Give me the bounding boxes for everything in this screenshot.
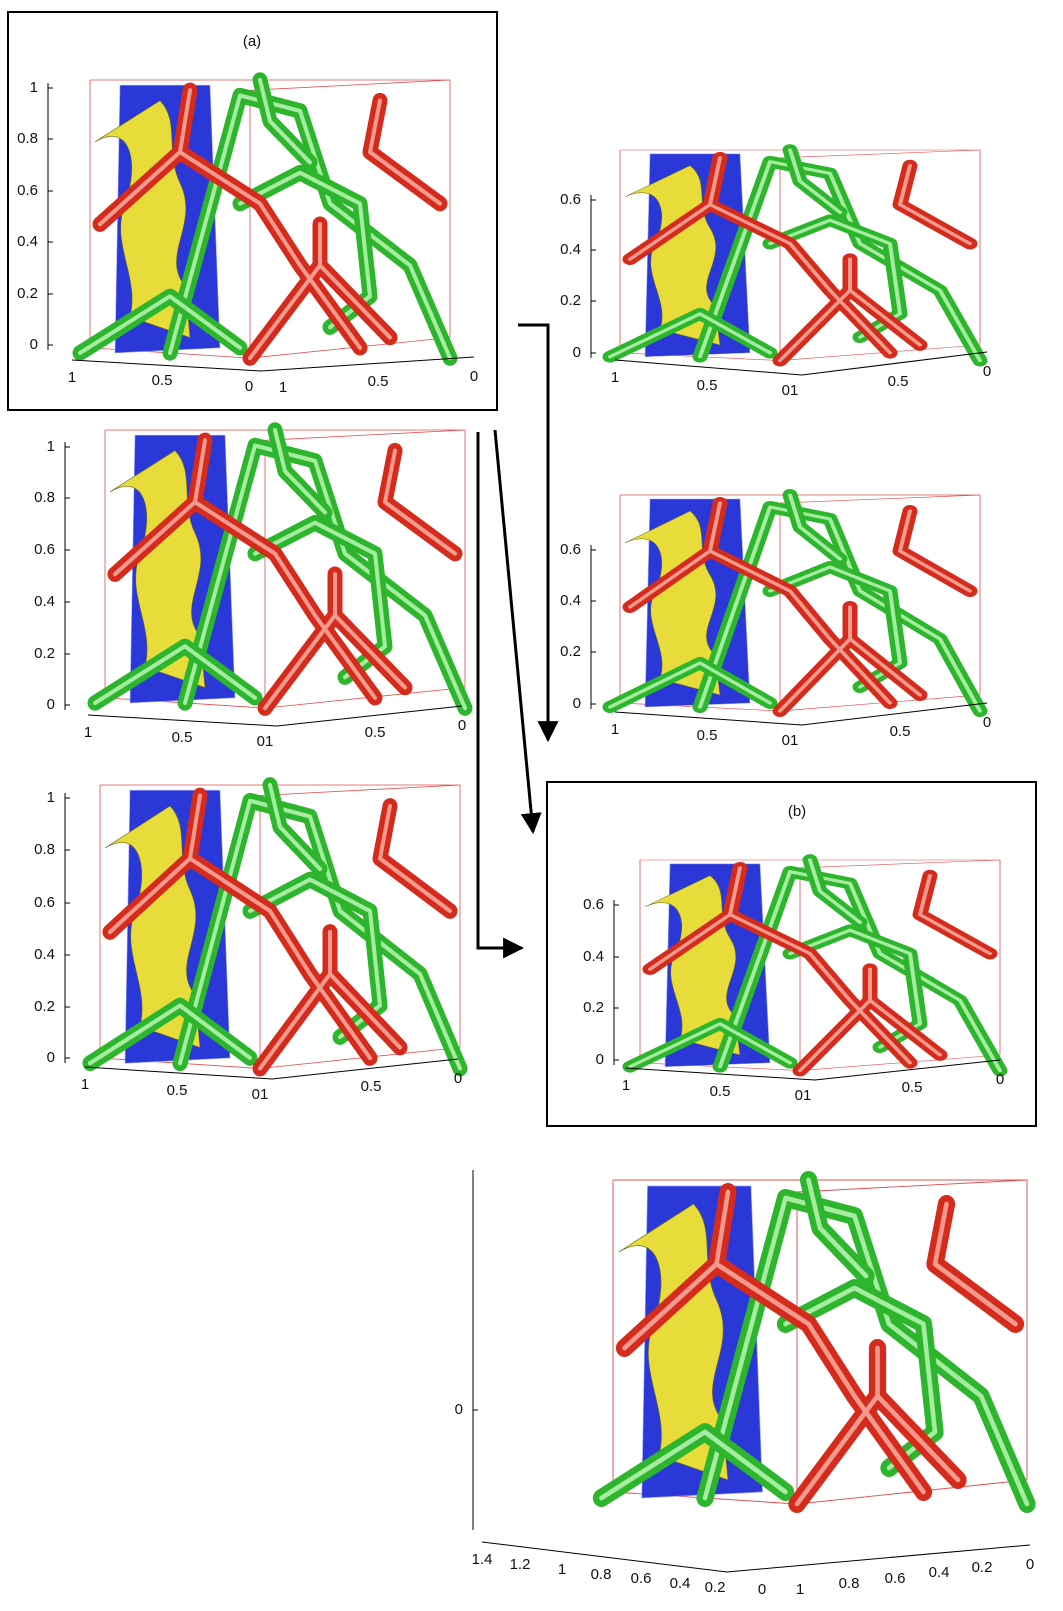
x-tick-label: 0.5 <box>697 377 718 394</box>
x-tick-label: 1 <box>84 724 92 741</box>
z-tick-label: 1 <box>47 438 55 455</box>
x-tick-label: 0.6 <box>885 1570 906 1587</box>
structure-render <box>610 150 980 361</box>
x-tick-label: 0 <box>983 363 991 380</box>
x-tick-label: 0.5 <box>361 1078 382 1095</box>
z-tick-label: 0.8 <box>17 130 38 147</box>
x-tick-label: 0.5 <box>167 1082 188 1099</box>
z-tick-label: 0.4 <box>560 592 581 609</box>
structure-render <box>630 860 1000 1071</box>
z-tick-label: 0.4 <box>34 946 55 963</box>
x-tick-label: 0 <box>996 1071 1004 1088</box>
x-tick-label: 0.4 <box>670 1575 691 1592</box>
x-tick-label: 0.5 <box>697 727 718 744</box>
x-axis <box>84 1058 459 1080</box>
z-tick-label: 0.4 <box>17 233 38 250</box>
z-tick-label: 0.4 <box>560 241 581 258</box>
x-axis <box>625 1059 1001 1081</box>
x-tick-label: 1 <box>68 369 76 386</box>
z-tick-label: 0.6 <box>34 541 55 558</box>
x-tick-label: 1.2 <box>510 1556 531 1573</box>
x-tick-label: 0 <box>983 714 991 731</box>
x-tick-label: 1 <box>611 721 619 738</box>
structure-render <box>90 785 460 1069</box>
z-tick-label: 0.6 <box>34 894 55 911</box>
x-tick-label: 0.5 <box>368 373 389 390</box>
x-tick-label: 0 <box>245 378 253 395</box>
x-tick-label: 0.5 <box>888 373 909 390</box>
x-tick-label: 0.2 <box>972 1559 993 1576</box>
z-tick-label: 0.2 <box>560 643 581 660</box>
arrow <box>476 432 525 959</box>
z-tick-label: 0 <box>47 696 55 713</box>
z-tick-label: 0.2 <box>560 292 581 309</box>
z-tick-label: 0 <box>455 1401 463 1418</box>
x-tick-label: 0 <box>758 1581 766 1598</box>
structure-render <box>602 1180 1028 1504</box>
x-axis <box>71 356 475 372</box>
panel-label: (a) <box>243 33 261 50</box>
structure-render <box>80 80 450 358</box>
x-axis <box>481 1541 1031 1573</box>
z-tick-label: 0.4 <box>34 593 55 610</box>
x-tick-label: 01 <box>795 1087 812 1104</box>
z-tick-label: 0.6 <box>560 541 581 558</box>
z-tick-label: 0.2 <box>34 645 55 662</box>
panel-label: (b) <box>788 803 806 820</box>
z-tick-label: 0.2 <box>34 998 55 1015</box>
x-tick-label: 0.5 <box>902 1079 923 1096</box>
z-tick-label: 0.8 <box>34 841 55 858</box>
x-tick-label: 1 <box>622 1077 630 1094</box>
x-tick-label: 1 <box>279 379 287 396</box>
x-tick-label: 0 <box>458 717 466 734</box>
z-tick-label: 0 <box>573 695 581 712</box>
x-tick-label: 1 <box>611 369 619 386</box>
panel-b-frame <box>546 781 1037 1127</box>
x-tick-label: 1 <box>81 1076 89 1093</box>
x-tick-label: 0.5 <box>152 372 173 389</box>
z-tick-label: 0 <box>30 336 38 353</box>
z-tick-label: 0.6 <box>583 896 604 913</box>
x-tick-label: 1 <box>558 1561 566 1578</box>
x-tick-label: 0.5 <box>365 724 386 741</box>
z-tick-label: 0.4 <box>583 948 604 965</box>
z-tick-label: 1 <box>30 79 38 96</box>
x-tick-label: 0.6 <box>631 1570 652 1587</box>
x-tick-label: 0.4 <box>929 1564 950 1581</box>
x-tick-label: 01 <box>782 732 799 749</box>
x-tick-label: 0.8 <box>591 1566 612 1583</box>
z-tick-label: 1 <box>47 789 55 806</box>
x-tick-label: 0.5 <box>172 729 193 746</box>
panel-a-frame <box>7 11 498 411</box>
x-tick-label: 01 <box>257 733 274 750</box>
x-tick-label: 0 <box>470 368 478 385</box>
x-tick-label: 01 <box>782 382 799 399</box>
x-axis <box>614 702 988 726</box>
x-axis <box>87 705 463 727</box>
z-tick-label: 0.2 <box>17 285 38 302</box>
x-tick-label: 0.5 <box>890 723 911 740</box>
z-tick-label: 0.6 <box>560 191 581 208</box>
arrow <box>493 429 542 835</box>
arrow <box>518 323 559 743</box>
structure-render <box>610 495 980 711</box>
z-tick-label: 0 <box>596 1051 604 1068</box>
x-tick-label: 0 <box>1026 1556 1034 1573</box>
x-axis <box>614 351 988 376</box>
x-tick-label: 0.2 <box>705 1579 726 1596</box>
z-tick-label: 0.6 <box>17 182 38 199</box>
x-tick-label: 1.4 <box>472 1551 493 1568</box>
z-tick-label: 0 <box>573 344 581 361</box>
x-tick-label: 0 <box>454 1070 462 1087</box>
x-tick-label: 0.8 <box>839 1575 860 1592</box>
x-tick-label: 0.5 <box>710 1083 731 1100</box>
structure-render <box>95 430 465 708</box>
z-tick-label: 0.8 <box>34 489 55 506</box>
x-tick-label: 1 <box>796 1581 804 1598</box>
z-tick-label: 0.2 <box>583 999 604 1016</box>
z-tick-label: 0 <box>47 1049 55 1066</box>
x-tick-label: 01 <box>252 1086 269 1103</box>
